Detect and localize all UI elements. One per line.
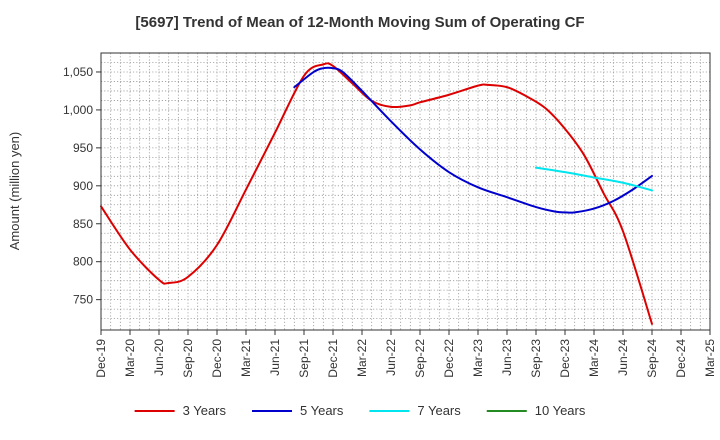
x-tick-label: Mar-21 (239, 339, 253, 377)
plot-frame (100, 52, 711, 331)
y-tick-label: 850 (73, 217, 93, 231)
y-tick-label: 1,000 (63, 103, 93, 117)
x-tick-label: Mar-25 (703, 339, 717, 377)
legend-item-3-years: 3 Years (134, 403, 227, 418)
x-tick-label: Sep-21 (297, 339, 311, 378)
x-tick-label: Jun-23 (500, 339, 514, 376)
series-lines (100, 62, 653, 325)
legend-label: 7 Years (417, 403, 461, 418)
x-axis-ticks: Dec-19 Mar-20 Jun-20 Sep-20 Dec-20 Mar-21 Jun-… (94, 330, 717, 378)
x-tick-label: Jun-24 (616, 339, 630, 376)
chart-title: [5697] Trend of Mean of 12-Month Moving … (135, 14, 584, 31)
legend-label: 10 Years (535, 403, 586, 418)
x-tick-label: Sep-20 (181, 339, 195, 378)
series-line-5-years (293, 66, 653, 214)
x-tick-label: Mar-24 (587, 339, 601, 377)
x-tick-label: Mar-20 (123, 339, 137, 377)
x-tick-label: Dec-22 (442, 339, 456, 378)
y-tick-label: 900 (73, 179, 93, 193)
y-tick-label: 800 (73, 255, 93, 269)
series-line-7-years (535, 166, 653, 192)
legend-label: 5 Years (300, 403, 344, 418)
series-line-3-years (100, 62, 653, 325)
legend: 3 Years 5 Years 7 Years 10 Years (134, 403, 586, 418)
legend-item-7-years: 7 Years (369, 403, 461, 418)
x-tick-label: Jun-20 (152, 339, 166, 376)
x-tick-label: Sep-24 (645, 339, 659, 378)
grid-lines (101, 53, 710, 330)
y-tick-label: 1,050 (63, 65, 93, 79)
y-axis-ticks: 750 800 850 900 950 1,000 1,050 (63, 65, 101, 307)
x-tick-label: Jun-22 (384, 339, 398, 376)
y-tick-label: 950 (73, 141, 93, 155)
legend-item-5-years: 5 Years (252, 403, 344, 418)
y-axis-label: Amount (million yen) (7, 132, 22, 251)
legend-label: 3 Years (183, 403, 227, 418)
x-tick-label: Dec-24 (674, 339, 688, 378)
x-tick-label: Dec-23 (558, 339, 572, 378)
x-tick-label: Sep-22 (413, 339, 427, 378)
x-tick-label: Dec-20 (210, 339, 224, 378)
x-tick-label: Dec-19 (94, 339, 108, 378)
x-tick-label: Sep-23 (529, 339, 543, 378)
x-tick-label: Mar-23 (471, 339, 485, 377)
legend-item-10-years: 10 Years (486, 403, 586, 418)
y-tick-label: 750 (73, 293, 93, 307)
x-tick-label: Dec-21 (326, 339, 340, 378)
x-tick-label: Jun-21 (268, 339, 282, 376)
x-tick-label: Mar-22 (355, 339, 369, 377)
